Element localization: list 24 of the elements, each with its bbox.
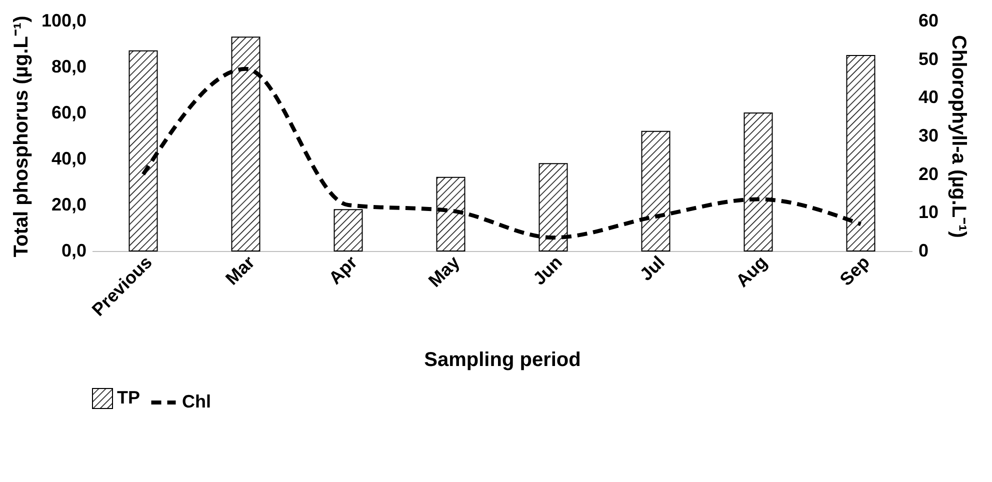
y-tick-label: 20,0 [51,194,86,214]
y-axis-title: Total phosphorus (µg.L⁻¹) [10,16,32,258]
y-tick-label: 100,0 [41,10,86,30]
y2-tick-label: 20 [918,164,939,184]
y-tick-label: 40,0 [51,148,86,168]
x-tick-label: Aug [732,252,771,291]
x-tick-label: Mar [222,252,258,289]
y2-tick-label: 60 [918,10,939,30]
y2-tick-label: 30 [918,126,939,146]
y2-axis-title: Chlorophyll-a (µg.L⁻¹) [948,35,970,238]
x-tick-label: Jun [529,252,566,289]
x-tick-label: Apr [324,252,361,288]
y-tick-label: 60,0 [51,102,86,122]
y2-tick-label: 40 [918,87,939,108]
y2-tick-label: 50 [918,48,939,69]
x-tick-label: Jul [636,252,668,285]
x-tick-label: Sep [836,252,874,290]
y2-tick-label: 10 [918,202,939,222]
y-tick-label: 0,0 [61,240,86,260]
x-axis-title: Sampling period [424,348,581,371]
legend-label: Chl [182,392,211,412]
y-tick-label: 80,0 [51,56,86,76]
legend-label: TP [117,388,140,408]
y2-tick-label: 0 [918,240,929,260]
